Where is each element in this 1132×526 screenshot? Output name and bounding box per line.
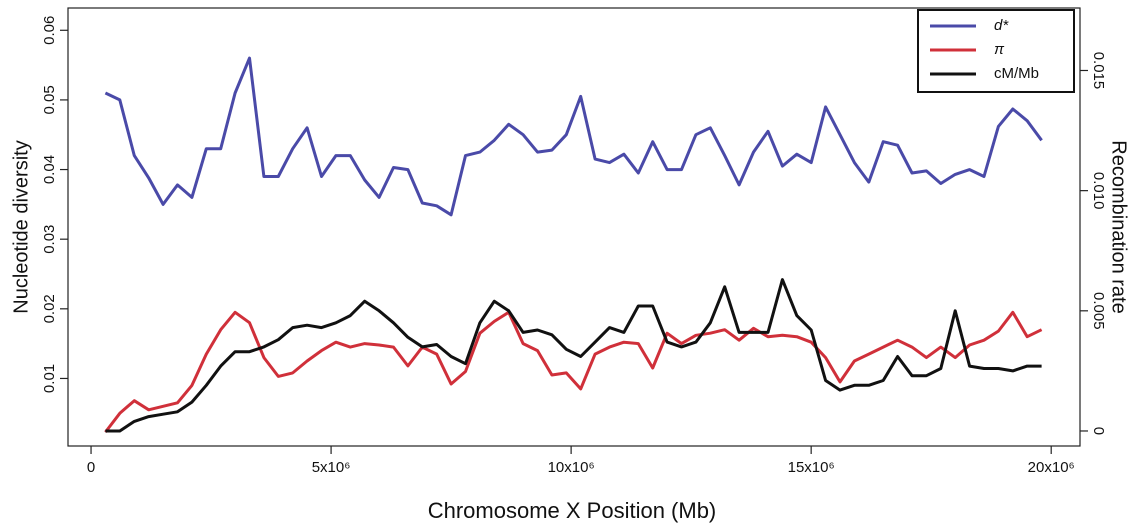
legend-label: cM/Mb	[994, 65, 1039, 82]
y2-tick-label: 0.010	[1090, 172, 1107, 210]
x-tick-label: 20x10⁶	[1028, 459, 1075, 476]
series-line	[105, 278, 1042, 433]
y2-tick-label: 0	[1090, 427, 1107, 435]
legend: d* π cM/Mb	[917, 9, 1075, 93]
series-line	[104, 56, 1043, 217]
y2-tick-label: 0.015	[1090, 52, 1107, 90]
legend-label: π	[994, 41, 1005, 58]
y-tick-label: 0.05	[41, 85, 58, 114]
y-axis-title: Nucleotide diversity	[10, 140, 32, 313]
legend-label: d*	[994, 17, 1009, 34]
y-tick-label: 0.04	[41, 155, 58, 184]
y-tick-label: 0.02	[41, 294, 58, 323]
y2-tick-label: 0.005	[1090, 292, 1107, 330]
x-tick-label: 10x10⁶	[548, 459, 595, 476]
x-tick-label: 5x10⁶	[312, 459, 351, 476]
x-axis-title: Chromosome X Position (Mb)	[428, 498, 717, 523]
y2-axis-title: Recombination rate	[1108, 140, 1130, 313]
y-tick-label: 0.03	[41, 225, 58, 254]
y-tick-label: 0.01	[41, 364, 58, 393]
series-line	[104, 310, 1043, 434]
x-tick-label: 0	[87, 459, 95, 476]
x-tick-label: 15x10⁶	[788, 459, 835, 476]
y-tick-label: 0.06	[41, 16, 58, 45]
plot-frame	[67, 7, 1081, 447]
